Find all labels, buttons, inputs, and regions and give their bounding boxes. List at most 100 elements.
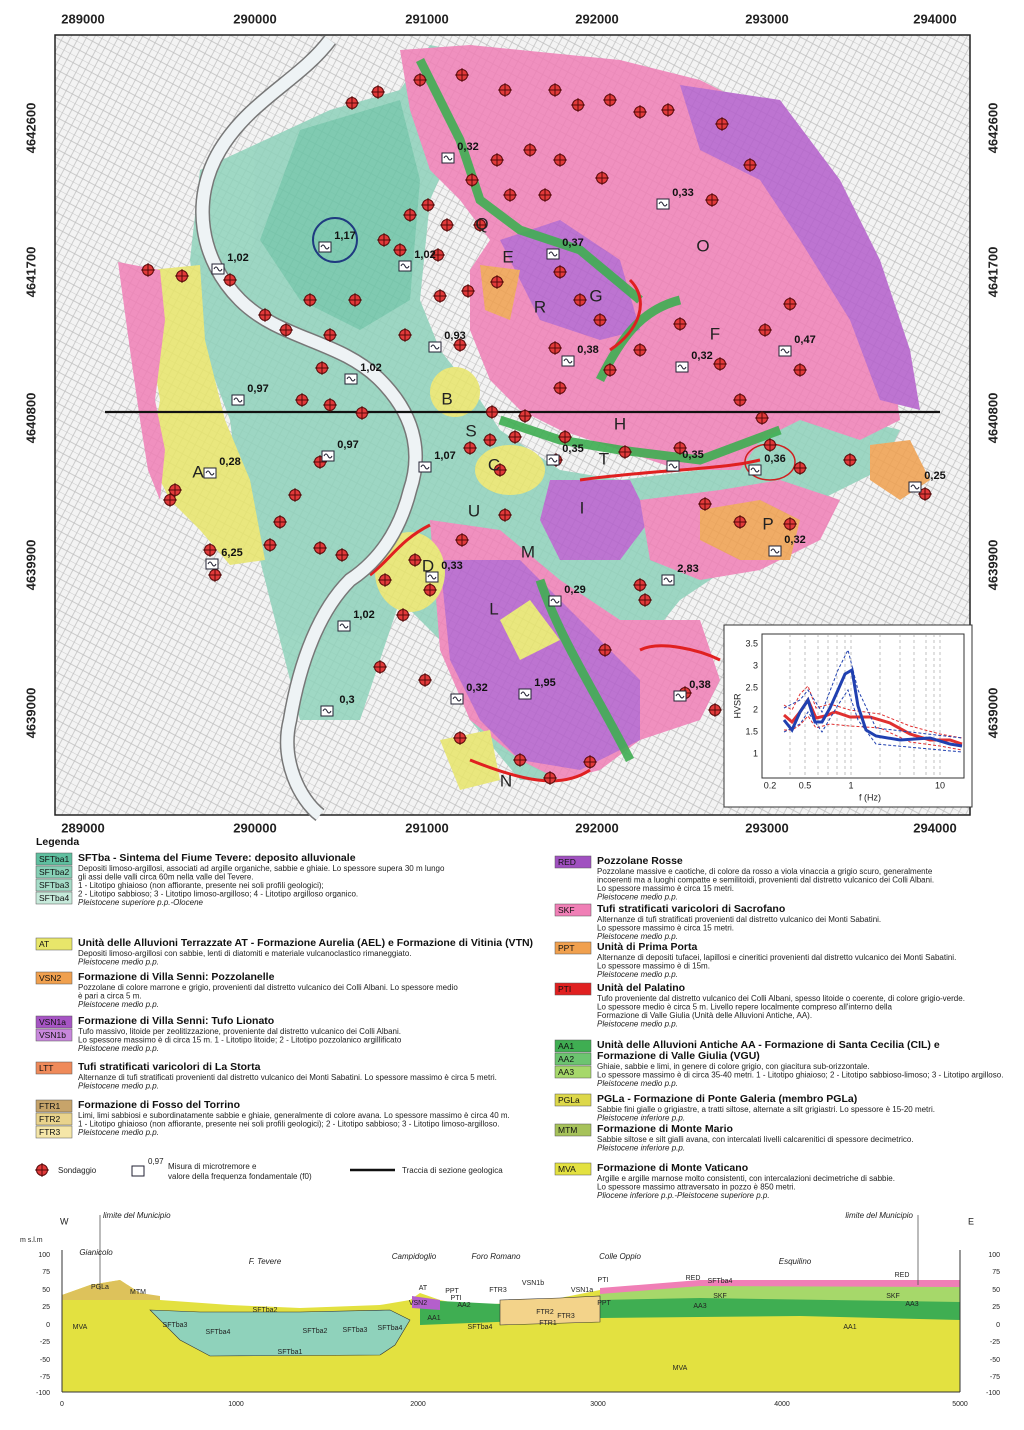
borehole-symbol-cross (35, 1163, 49, 1177)
borehole (661, 103, 675, 117)
borehole (175, 269, 189, 283)
y-coordinate-label: 4641700 (985, 247, 1000, 298)
frequency-label: 0,97 (247, 383, 268, 395)
unit-label: SFTba4 (468, 1324, 493, 1331)
borehole (918, 487, 932, 501)
section-y-tick: -50 (990, 1357, 1000, 1364)
geological-map: 1,021,171,020,320,330,370,931,020,38 0,32… (23, 11, 1000, 835)
borehole (571, 98, 585, 112)
borehole-cross (553, 265, 567, 279)
section-y-tick: -50 (40, 1357, 50, 1364)
legend-item-description: Ghiaie, sabbie e limi, in genere di colo… (597, 1062, 870, 1071)
legend-item-description: Lo spessore massimo è circa 15 metri. (597, 924, 734, 933)
frequency-label: 0,32 (457, 141, 478, 153)
microtremor-wave (910, 484, 920, 490)
legend-swatch (35, 1125, 73, 1139)
borehole (673, 441, 687, 455)
borehole (498, 508, 512, 522)
legend-item-age: Pleistocene medio p.p. (597, 1079, 678, 1088)
frequency-label: 0,36 (764, 453, 785, 465)
borehole-cross (378, 573, 392, 587)
borehole-cross (713, 357, 727, 371)
borehole (323, 398, 337, 412)
section-x-tick: 5000 (952, 1401, 968, 1408)
borehole (323, 328, 337, 342)
legend-swatch (35, 1099, 73, 1113)
frequency-label: 0,97 (337, 439, 358, 451)
borehole-cross (593, 313, 607, 327)
borehole-cross (490, 153, 504, 167)
borehole-cross (421, 198, 435, 212)
frequency-label: 0,93 (444, 330, 465, 342)
borehole (698, 497, 712, 511)
borehole (315, 361, 329, 375)
legend-item-age: Pleistocene medio p.p. (78, 1044, 159, 1053)
legend-item-title: Unità delle Alluvioni Antiche AA - Forma… (597, 1039, 940, 1051)
legend-swatch (554, 1065, 592, 1079)
borehole-cross (203, 543, 217, 557)
highlight-circle (312, 217, 358, 263)
legend-item-title: Pozzolane Rosse (597, 855, 683, 867)
borehole (558, 430, 572, 444)
boreholes (141, 68, 932, 785)
borehole-label: Sondaggio (58, 1166, 97, 1175)
legend-swatch (35, 1028, 73, 1042)
borehole-cross (843, 453, 857, 467)
borehole (453, 338, 467, 352)
legend-swatch (554, 982, 592, 996)
borehole-cross (638, 593, 652, 607)
section-y-tick: -25 (990, 1339, 1000, 1346)
borehole-cross (755, 411, 769, 425)
section-x-tick: 2000 (410, 1401, 426, 1408)
microtremor-wave (668, 463, 678, 469)
borehole-cross (633, 343, 647, 357)
borehole (403, 208, 417, 222)
y-unit: m s.l.m (20, 1237, 43, 1244)
inset-y-tick: 1.5 (745, 726, 758, 736)
borehole-cross (543, 771, 557, 785)
frequency-label: 0,3 (339, 694, 354, 706)
zone-label: R (534, 297, 546, 316)
borehole (783, 517, 797, 531)
unit-label: SFTba3 (163, 1322, 188, 1329)
section-y-tick: 50 (992, 1287, 1000, 1294)
borehole-cross (783, 517, 797, 531)
unit-label: FTR3 (489, 1287, 507, 1294)
legend-item-description: Alternanze di tufi stratificati provenie… (78, 1073, 497, 1082)
legend-item-age: Pliocene inferiore p.p.-Pleistocene supe… (597, 1191, 770, 1200)
borehole-cross (335, 548, 349, 562)
legend-code: AT (39, 939, 49, 949)
borehole-cross (208, 568, 222, 582)
unit-label: PPT (597, 1300, 611, 1307)
borehole (538, 188, 552, 202)
section-ftr (499, 1295, 601, 1326)
legend-code: SFTba3 (39, 880, 70, 890)
unit-label: PGLa (91, 1284, 109, 1291)
section-vsn (412, 1296, 440, 1310)
borehole (418, 673, 432, 687)
unit-label: PPT (445, 1288, 459, 1295)
borehole-cross (618, 445, 632, 459)
borehole-cross (483, 433, 497, 447)
borehole (373, 660, 387, 674)
frequency-label: 0,28 (219, 456, 240, 468)
borehole (473, 218, 487, 232)
zone-label: C (488, 455, 500, 474)
frequency-label: 1,07 (434, 450, 455, 462)
borehole (303, 293, 317, 307)
zone-label: U (468, 501, 480, 520)
microtremor-wave (663, 577, 673, 583)
section-y-tick: 25 (42, 1304, 50, 1311)
legend-swatch (554, 1039, 592, 1053)
microtremor-wave (520, 691, 530, 697)
y-coordinate-label: 4639900 (985, 540, 1000, 591)
borehole (203, 543, 217, 557)
borehole-cross (440, 218, 454, 232)
borehole (633, 578, 647, 592)
borehole-cross (498, 83, 512, 97)
legend-item-description: 1 - Litotipo ghiaioso (non affiorante, p… (78, 881, 324, 890)
borehole-cross (258, 308, 272, 322)
borehole (483, 433, 497, 447)
zone-label: S (465, 421, 476, 440)
y-coordinate-label: 4642600 (23, 103, 38, 154)
